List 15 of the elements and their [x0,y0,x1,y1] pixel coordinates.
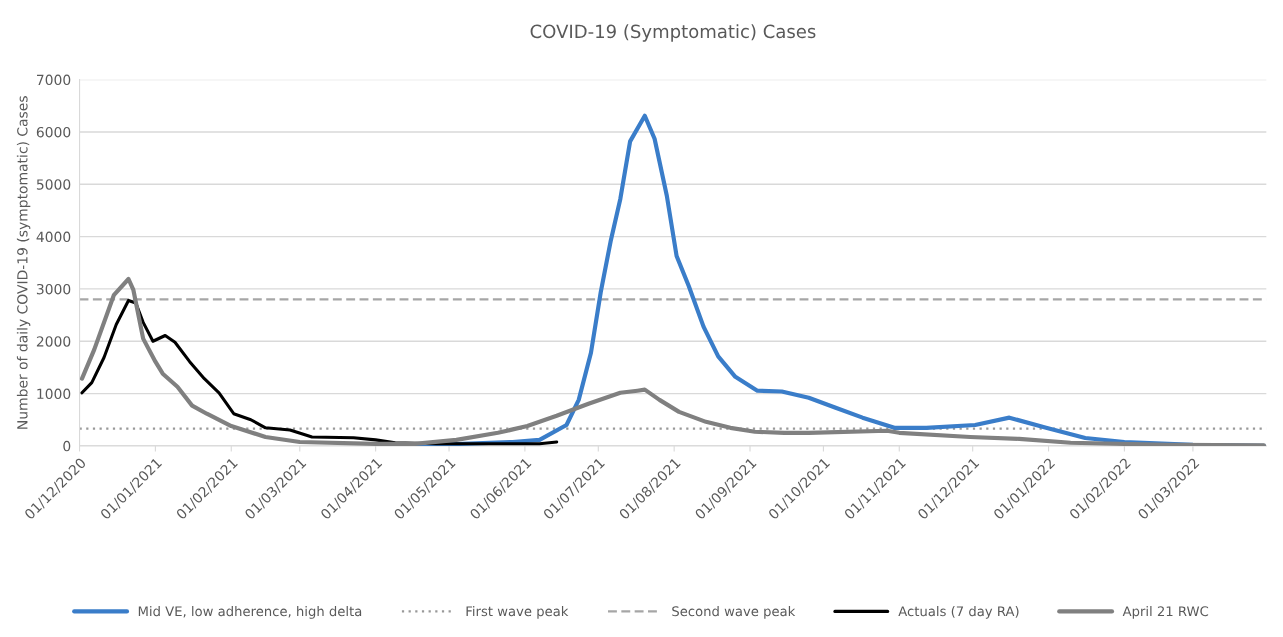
legend-label: April 21 RWC [1122,605,1209,619]
y-tick-label: 6000 [36,126,71,138]
y-tick-label: 7000 [37,74,71,86]
legend-label: Second wave peak [672,605,796,619]
y-tick-label: 0 [63,440,71,452]
chart-title: COVID-19 (Symptomatic) Cases [530,24,816,42]
legend-label: Mid VE, low adherence, high delta [138,605,362,619]
y-tick-label: 3000 [36,283,71,295]
y-tick-label: 1000 [37,388,71,400]
y-axis-title: Number of daily COVID-19 (symptomatic) Cases [16,96,31,429]
legend-label: Actuals (7 day RA) [898,605,1019,619]
y-tick-label: 5000 [36,179,71,190]
legend-label: First wave peak [466,605,569,619]
y-tick-label: 2000 [36,336,71,347]
y-tick-label: 4000 [36,231,71,243]
